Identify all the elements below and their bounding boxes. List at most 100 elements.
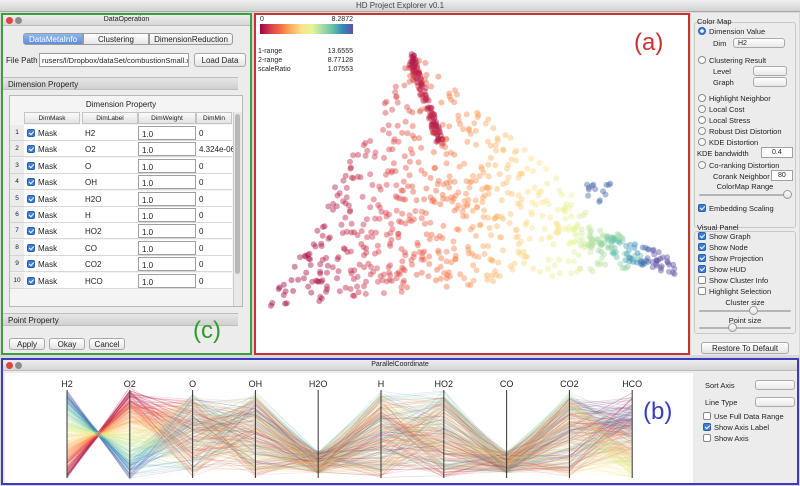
corank-field[interactable]: 80	[771, 170, 793, 181]
point	[303, 269, 310, 276]
dialog-button[interactable]: Apply	[9, 338, 45, 350]
combo-box[interactable]: H2	[733, 38, 785, 48]
combo-box[interactable]	[755, 397, 795, 407]
mask-checkbox[interactable]	[27, 243, 35, 252]
point	[653, 257, 660, 264]
mask-checkbox[interactable]	[27, 276, 35, 285]
point	[594, 259, 601, 266]
checkbox[interactable]	[698, 276, 706, 284]
point	[347, 286, 354, 292]
slider-track	[699, 310, 791, 312]
slider-knob[interactable]	[728, 323, 738, 332]
mask-checkbox[interactable]	[27, 260, 35, 269]
polyline	[66, 400, 633, 471]
polyline	[66, 406, 633, 467]
dim-weight-field[interactable]: 1.0	[138, 257, 196, 272]
point	[409, 183, 416, 190]
point	[319, 232, 326, 239]
point	[362, 152, 369, 159]
point	[598, 241, 605, 247]
mask-checkbox[interactable]	[27, 194, 35, 203]
mask-checkbox[interactable]	[27, 145, 35, 154]
radio-button[interactable]	[698, 105, 706, 113]
polyline	[66, 394, 633, 478]
checkbox[interactable]	[703, 434, 711, 442]
polyline	[66, 402, 633, 473]
mask-checkbox[interactable]	[27, 129, 35, 137]
kde-bandwidth-field[interactable]: 0.4	[761, 147, 793, 158]
dim-weight-field[interactable]: 1.0	[138, 126, 196, 140]
point	[435, 177, 442, 184]
checkbox[interactable]	[703, 412, 711, 420]
combo-box[interactable]	[755, 380, 795, 390]
point	[343, 194, 350, 201]
dialog-button[interactable]: Cancel	[89, 338, 125, 350]
checkbox[interactable]	[698, 204, 706, 212]
dim-weight-field[interactable]: 1.0	[138, 142, 196, 157]
radio-button[interactable]	[698, 116, 706, 124]
point	[453, 226, 460, 233]
window-button[interactable]	[15, 362, 22, 369]
checkbox[interactable]	[698, 287, 706, 295]
radio-button[interactable]	[698, 56, 706, 64]
mask-checkbox[interactable]	[27, 178, 35, 187]
polyline	[66, 401, 633, 470]
file-path-field[interactable]: rusers/l/Dropbox/dataSet/combustionSmall…	[39, 53, 189, 67]
dim-weight-field[interactable]: 1.0	[138, 273, 196, 288]
dim-weight-field[interactable]: 1.0	[138, 208, 196, 222]
polyline	[66, 420, 633, 465]
dim-weight-field[interactable]: 1.0	[138, 240, 196, 255]
parallel-plot[interactable]	[3, 360, 693, 483]
window-button[interactable]	[6, 17, 13, 24]
polyline	[66, 414, 633, 473]
slider-knob[interactable]	[749, 306, 759, 315]
load-data-button[interactable]: Load Data	[194, 53, 246, 67]
point	[454, 91, 460, 98]
radio-button[interactable]	[698, 94, 706, 102]
tab[interactable]: Clustering	[83, 33, 149, 45]
dim-weight-field[interactable]: 1.0	[138, 158, 196, 173]
combo-box[interactable]	[753, 66, 787, 76]
dialog-button[interactable]: Okay	[49, 338, 85, 350]
checkbox[interactable]	[698, 232, 706, 240]
scatter-plot[interactable]	[256, 15, 688, 353]
radio-button[interactable]	[698, 27, 706, 35]
radio-button[interactable]	[698, 138, 706, 146]
checkbox[interactable]	[698, 254, 706, 262]
mask-checkbox[interactable]	[27, 211, 35, 219]
polyline	[66, 402, 633, 472]
point	[655, 257, 661, 264]
radio-button[interactable]	[698, 127, 706, 135]
restore-button[interactable]: Restore To Default	[701, 342, 789, 354]
polyline	[66, 396, 633, 471]
checkbox[interactable]	[703, 423, 711, 431]
point	[428, 112, 435, 119]
point	[500, 216, 507, 222]
checkbox[interactable]	[698, 243, 706, 251]
slider-knob[interactable]	[783, 190, 792, 199]
radio-label: Local Cost	[709, 105, 745, 114]
mask-checkbox[interactable]	[27, 161, 35, 170]
dim-weight-field[interactable]: 1.0	[138, 175, 196, 190]
polyline	[66, 400, 633, 473]
point	[290, 288, 297, 294]
point	[417, 81, 424, 88]
polyline	[66, 397, 633, 466]
window-button[interactable]	[6, 362, 13, 369]
window-button[interactable]	[15, 17, 22, 24]
mask-checkbox[interactable]	[27, 227, 35, 236]
polyline	[66, 405, 633, 471]
combo-box[interactable]	[753, 77, 787, 87]
point	[389, 146, 396, 153]
point	[449, 198, 456, 205]
tab[interactable]: DataMetaInfo	[23, 33, 83, 45]
tab[interactable]: DimensionReduction	[149, 33, 233, 45]
point	[500, 181, 507, 188]
point	[324, 283, 330, 290]
dim-weight-field[interactable]: 1.0	[138, 191, 196, 206]
polyline	[66, 397, 633, 471]
point	[518, 196, 525, 203]
radio-button[interactable]	[698, 161, 706, 169]
checkbox[interactable]	[698, 265, 706, 273]
dim-weight-field[interactable]: 1.0	[138, 224, 196, 239]
